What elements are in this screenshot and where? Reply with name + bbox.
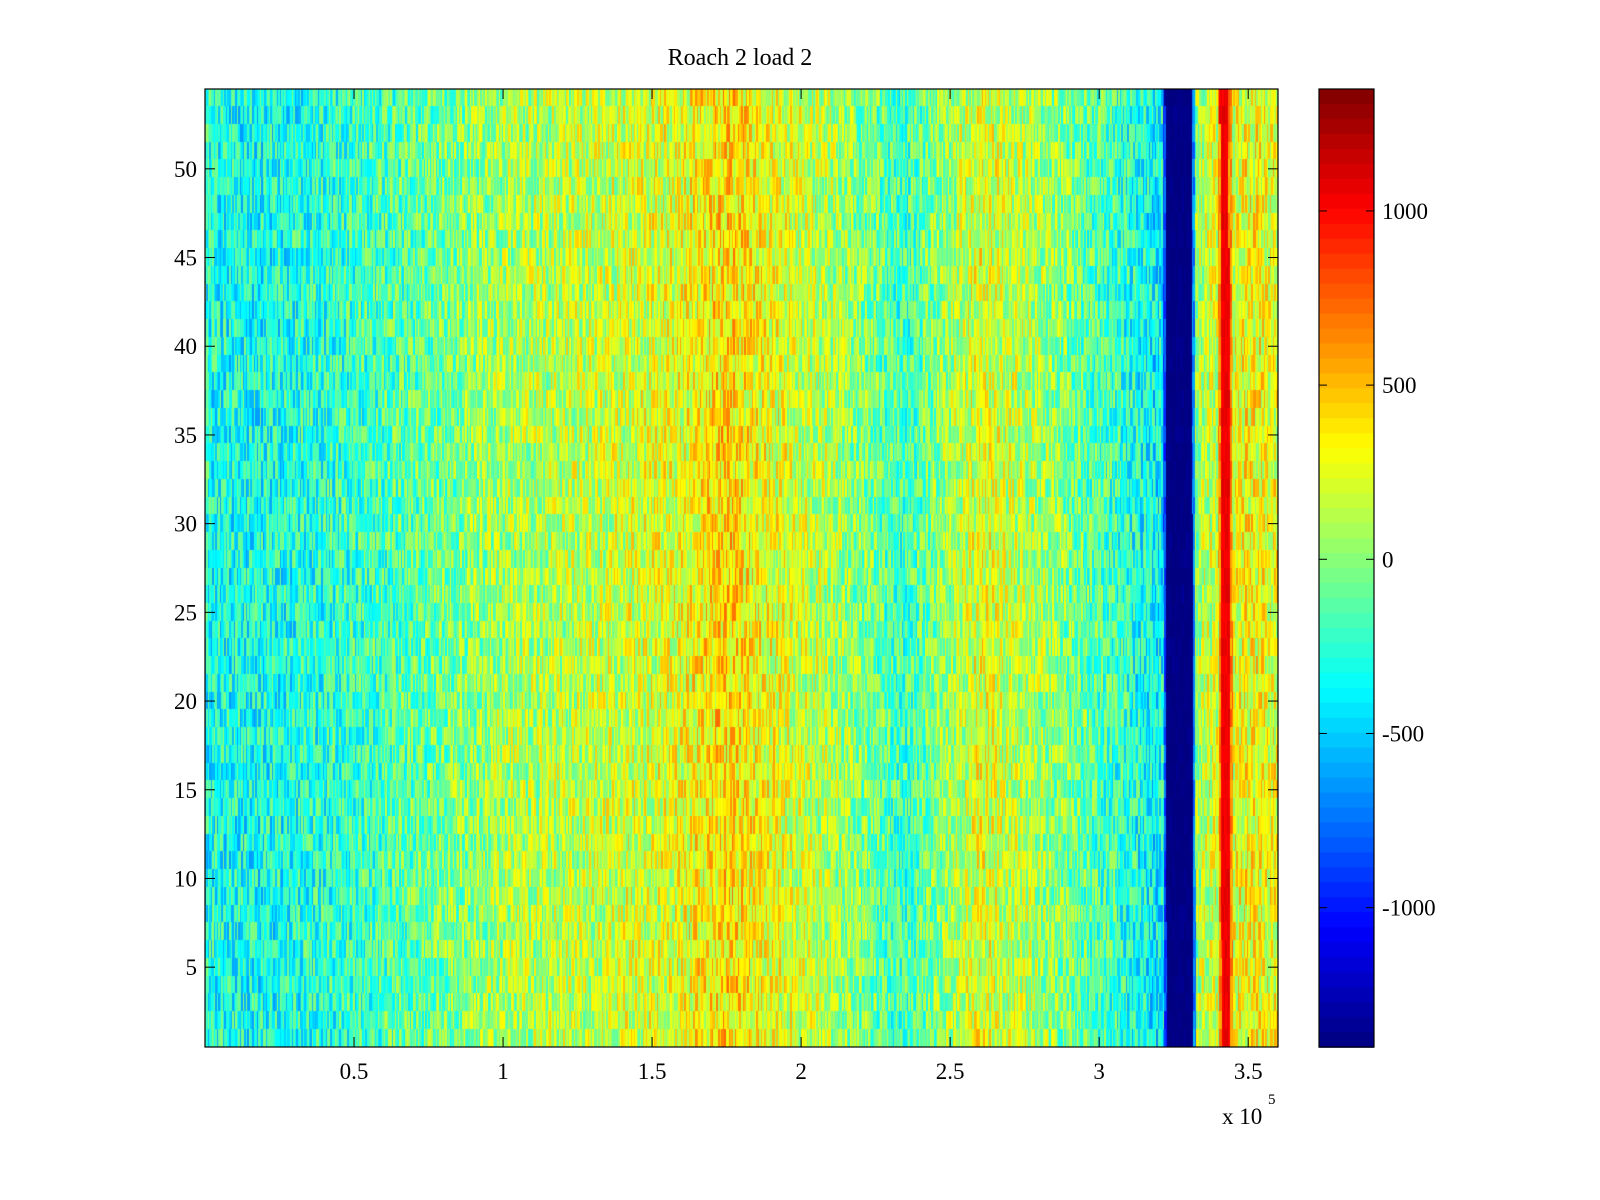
- chart-title: Roach 2 load 2: [668, 45, 813, 71]
- colorbar-swatch: [1319, 553, 1374, 569]
- colorbar-swatch: [1319, 642, 1374, 659]
- colorbar-swatch: [1319, 762, 1374, 779]
- y-tick-label: 15: [174, 778, 197, 803]
- colorbar-swatch: [1319, 852, 1374, 869]
- colorbar-swatch: [1319, 238, 1374, 255]
- colorbar-swatch: [1319, 268, 1374, 285]
- colorbar-swatch: [1319, 927, 1374, 944]
- colorbar-swatch: [1319, 463, 1374, 479]
- colorbar-tick-label: -500: [1382, 721, 1424, 746]
- colorbar-swatch: [1319, 702, 1374, 719]
- y-axis-ticks: 5 10 15 20 25 30 35 40 45 50: [174, 157, 1278, 980]
- colorbar-tick-label: 1000: [1382, 199, 1428, 224]
- colorbar-swatch: [1319, 792, 1374, 809]
- colorbar-swatch: [1319, 89, 1374, 105]
- colorbar-swatch: [1319, 103, 1374, 120]
- colorbar-swatch: [1319, 657, 1374, 674]
- colorbar-swatch: [1319, 433, 1374, 450]
- colorbar-swatch: [1319, 493, 1374, 509]
- colorbar-swatch: [1319, 283, 1374, 300]
- heatmap-cells: [205, 89, 1278, 1047]
- colorbar-frame: [1318, 88, 1375, 1048]
- colorbar-swatch: [1319, 882, 1374, 899]
- x-exponent-label: x 10: [1222, 1104, 1262, 1129]
- colorbar-swatch: [1319, 942, 1374, 958]
- y-tick-label: 40: [174, 334, 197, 359]
- colorbar-swatch: [1319, 118, 1374, 135]
- y-tick-label: 20: [174, 689, 197, 714]
- colorbar-swatch: [1319, 208, 1374, 225]
- colorbar-swatch: [1319, 193, 1374, 210]
- x-axis-ticks: 0.5 1 1.5 2 2.5 3 3.5: [340, 89, 1263, 1084]
- x-tick-label: 0.5: [340, 1059, 369, 1084]
- colorbar-swatch: [1319, 523, 1374, 539]
- colorbar-swatch: [1319, 343, 1374, 360]
- colorbar-swatch: [1319, 508, 1374, 524]
- colorbar-swatch: [1319, 223, 1374, 240]
- colorbar-swatch: [1319, 253, 1374, 270]
- colorbar-swatch: [1319, 672, 1374, 689]
- colorbar-swatch: [1319, 403, 1374, 420]
- y-tick-label: 45: [174, 246, 197, 271]
- colorbar-swatch: [1319, 538, 1374, 554]
- colorbar-swatch: [1319, 298, 1374, 315]
- y-tick-label: 50: [174, 157, 197, 182]
- colorbar-swatch: [1319, 597, 1374, 614]
- colorbar-swatch: [1319, 837, 1374, 854]
- x-tick-label: 2.5: [936, 1059, 965, 1084]
- colorbar-swatch: [1319, 972, 1374, 988]
- colorbar-tick-label: 500: [1382, 373, 1417, 398]
- colorbar-swatch: [1319, 627, 1374, 644]
- colorbar-swatch: [1319, 568, 1374, 584]
- y-tick-label: 10: [174, 866, 197, 891]
- colorbar-swatch: [1319, 867, 1374, 884]
- plot-frame: [204, 88, 1279, 1048]
- x-exponent-power: 5: [1268, 1092, 1276, 1108]
- colorbar-swatch: [1319, 582, 1374, 599]
- colorbar-swatch: [1319, 1002, 1374, 1018]
- colorbar: [1319, 89, 1374, 1048]
- colorbar-swatch: [1319, 418, 1374, 435]
- colorbar-swatch: [1319, 148, 1374, 165]
- colorbar-swatch: [1319, 1017, 1374, 1033]
- colorbar-swatch: [1319, 747, 1374, 764]
- y-tick-label: 30: [174, 512, 197, 537]
- colorbar-tick-label: 0: [1382, 547, 1394, 572]
- y-tick-label: 35: [174, 423, 197, 448]
- colorbar-swatch: [1319, 163, 1374, 180]
- y-tick-label: 25: [174, 600, 197, 625]
- colorbar-swatch: [1319, 1032, 1374, 1048]
- y-tick-label: 5: [186, 955, 198, 980]
- x-tick-label: 3.5: [1234, 1059, 1263, 1084]
- colorbar-swatch: [1319, 448, 1374, 465]
- colorbar-swatch: [1319, 373, 1374, 390]
- heatmap-raster: [205, 89, 1278, 1047]
- colorbar-swatch: [1319, 732, 1374, 749]
- colorbar-swatch: [1319, 777, 1374, 794]
- colorbar-swatch: [1319, 957, 1374, 973]
- colorbar-swatch: [1319, 612, 1374, 629]
- colorbar-swatch: [1319, 912, 1374, 929]
- colorbar-swatch: [1319, 807, 1374, 824]
- colorbar-swatch: [1319, 358, 1374, 375]
- colorbar-swatch: [1319, 687, 1374, 704]
- x-tick-label: 1.5: [638, 1059, 667, 1084]
- colorbar-tick-label: -1000: [1382, 896, 1436, 921]
- x-tick-label: 2: [795, 1059, 807, 1084]
- colorbar-swatch: [1319, 717, 1374, 734]
- colorbar-swatch: [1319, 133, 1374, 150]
- x-tick-label: 3: [1093, 1059, 1105, 1084]
- colorbar-ticks: 1000 500 0 -500 -1000: [1319, 199, 1436, 921]
- colorbar-swatch: [1319, 987, 1374, 1003]
- colorbar-swatch: [1319, 822, 1374, 839]
- colorbar-swatch: [1319, 478, 1374, 494]
- colorbar-swatch: [1319, 897, 1374, 914]
- x-tick-label: 1: [497, 1059, 509, 1084]
- colorbar-swatch: [1319, 313, 1374, 330]
- colorbar-swatch: [1319, 328, 1374, 345]
- colorbar-swatch: [1319, 178, 1374, 195]
- colorbar-swatch: [1319, 388, 1374, 405]
